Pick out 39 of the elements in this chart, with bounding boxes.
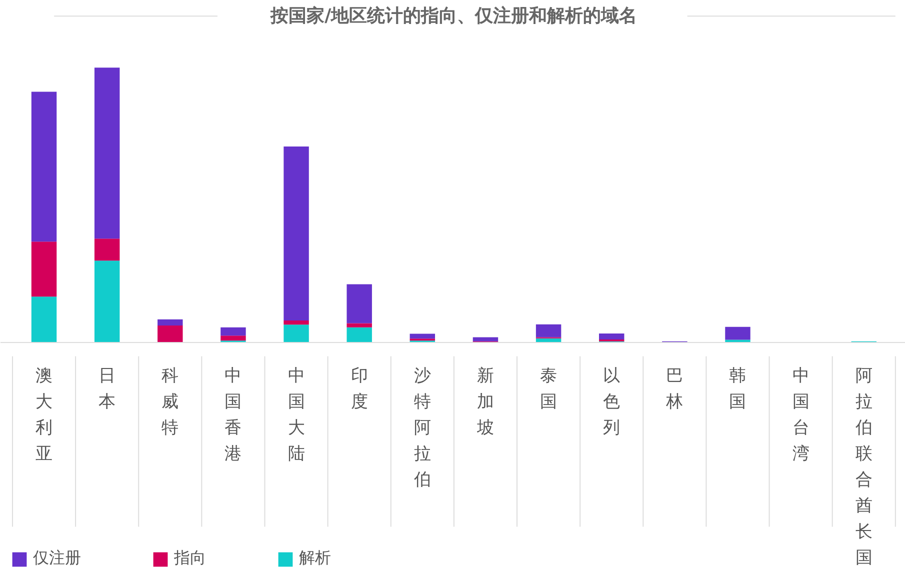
x-tick-label: 泰国 (540, 366, 558, 412)
bar (284, 324, 309, 343)
x-tick-label: 中国香港 (224, 366, 242, 464)
bar (31, 296, 57, 343)
bar (284, 320, 309, 325)
x-tick-label: 科威特 (162, 366, 179, 438)
bar (158, 319, 183, 326)
x-tick-label: 中国台湾 (792, 366, 810, 464)
bar (536, 324, 562, 338)
x-tick-label: 日本 (98, 366, 116, 412)
bar (94, 260, 120, 343)
x-tick-label: 中国大陆 (288, 366, 305, 464)
x-tick-label: 巴林 (665, 366, 684, 412)
legend-label: 解析 (299, 548, 331, 569)
bar (94, 68, 120, 239)
bar (599, 333, 624, 340)
x-tick-label: 新加坡 (476, 366, 494, 438)
bar (346, 323, 372, 328)
x-tick-label: 印度 (350, 366, 368, 412)
bar (220, 336, 246, 341)
x-tick-label: 韩国 (729, 366, 746, 412)
bar (346, 327, 372, 343)
bar (158, 325, 183, 343)
bar (284, 146, 309, 321)
bar (94, 238, 120, 261)
x-tick-label: 以色列 (603, 366, 620, 438)
bar (410, 334, 436, 339)
x-tick-label: 澳大利亚 (36, 366, 53, 464)
chart-title: 按国家/地区统计的指向、仅注册和解析的域名 (270, 6, 638, 27)
bar (31, 242, 57, 297)
bar (472, 337, 498, 342)
bar (31, 92, 57, 242)
legend-label: 指向 (174, 548, 206, 569)
bar (725, 326, 750, 340)
x-tick-label: 沙特阿拉伯 (412, 366, 431, 490)
bar (346, 284, 372, 324)
x-tick-label: 阿拉伯联合酋长国 (854, 366, 872, 568)
legend-label: 仅注册 (33, 548, 81, 569)
bar (220, 327, 246, 336)
